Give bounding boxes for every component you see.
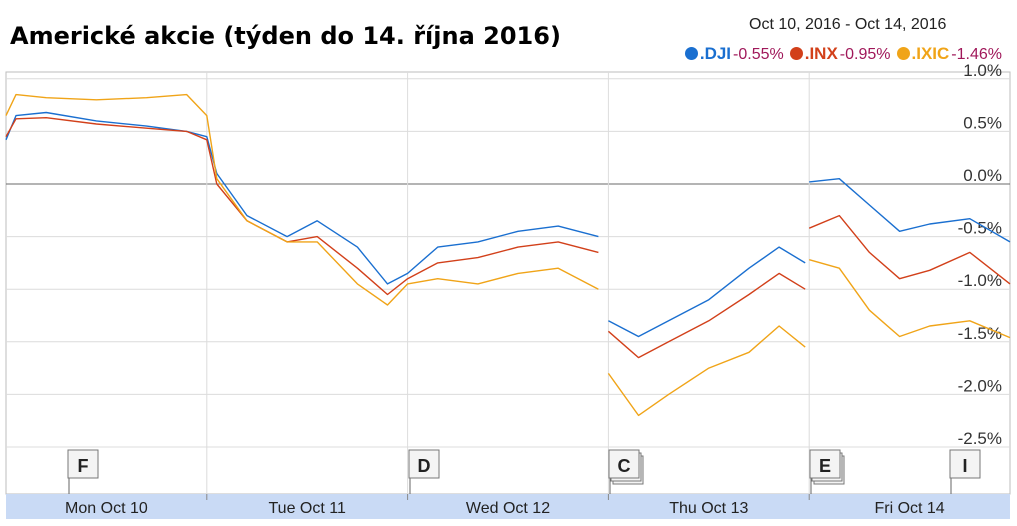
event-marker-box (408, 449, 440, 479)
legend-item[interactable]: .IXIC -1.46% (896, 44, 1002, 63)
series-line-ixic (809, 259, 1011, 339)
legend-item[interactable]: .DJI -0.55% (684, 44, 784, 63)
series-line-ixic (5, 93, 599, 306)
legend-change: -0.55% (733, 46, 784, 63)
y-tick-label: -2.0% (958, 376, 1002, 395)
legend-change: -0.95% (839, 46, 891, 63)
event-marker-box (608, 449, 640, 479)
legend-change: -1.46% (951, 46, 1002, 63)
event-marker-box (949, 449, 981, 479)
y-tick-label: 0.5% (963, 113, 1002, 132)
y-tick-label: 1.0% (963, 61, 1002, 80)
x-tick-label: Thu Oct 13 (669, 500, 748, 517)
event-marker-label: D (418, 456, 431, 476)
series-line-inx (808, 214, 1011, 285)
series-line-dji (809, 178, 1011, 243)
y-tick-label: -1.0% (958, 271, 1002, 290)
date-range: Oct 10, 2016 - Oct 14, 2016 (749, 16, 947, 33)
event-marker-f[interactable]: F (67, 449, 99, 494)
event-marker-label: C (618, 456, 631, 476)
x-tick-label: Tue Oct 11 (269, 500, 346, 517)
series-line-dji (5, 111, 599, 285)
x-axis-band (6, 494, 1010, 519)
event-marker-d[interactable]: D (408, 449, 440, 494)
series-line-inx (607, 272, 806, 359)
series-line-dji (608, 246, 806, 338)
legend-dot-icon (789, 47, 803, 60)
legend-symbol: .INX (804, 44, 838, 63)
legend-item[interactable]: .INX -0.95% (789, 44, 891, 63)
event-marker-label: E (819, 456, 831, 476)
series-line-ixic (607, 325, 806, 417)
event-marker-label: I (962, 456, 967, 476)
event-marker-e[interactable]: E (809, 449, 845, 494)
x-tick-label: Mon Oct 10 (65, 500, 148, 517)
y-tick-label: -1.5% (958, 324, 1002, 343)
event-marker-box (67, 449, 99, 479)
y-tick-label: 0.0% (963, 166, 1002, 185)
x-tick-label: Wed Oct 12 (466, 500, 550, 517)
legend: .DJI -0.55% .INX -0.95% .IXIC -1.46% (679, 44, 1002, 64)
event-marker-i[interactable]: I (949, 449, 981, 494)
page-title: Americké akcie (týden do 14. října 2016) (10, 22, 561, 50)
legend-dot-icon (896, 47, 910, 60)
y-tick-label: -2.5% (958, 429, 1002, 448)
event-marker-label: F (78, 456, 89, 476)
y-tick-label: -0.5% (958, 219, 1002, 238)
plot-frame (5, 71, 1011, 495)
event-marker-box (809, 449, 841, 479)
legend-symbol: .DJI (699, 44, 732, 63)
legend-dot-icon (684, 47, 698, 60)
legend-symbol: .IXIC (911, 44, 950, 63)
event-marker-c[interactable]: C (608, 449, 644, 494)
x-tick-label: Fri Oct 14 (874, 500, 944, 517)
